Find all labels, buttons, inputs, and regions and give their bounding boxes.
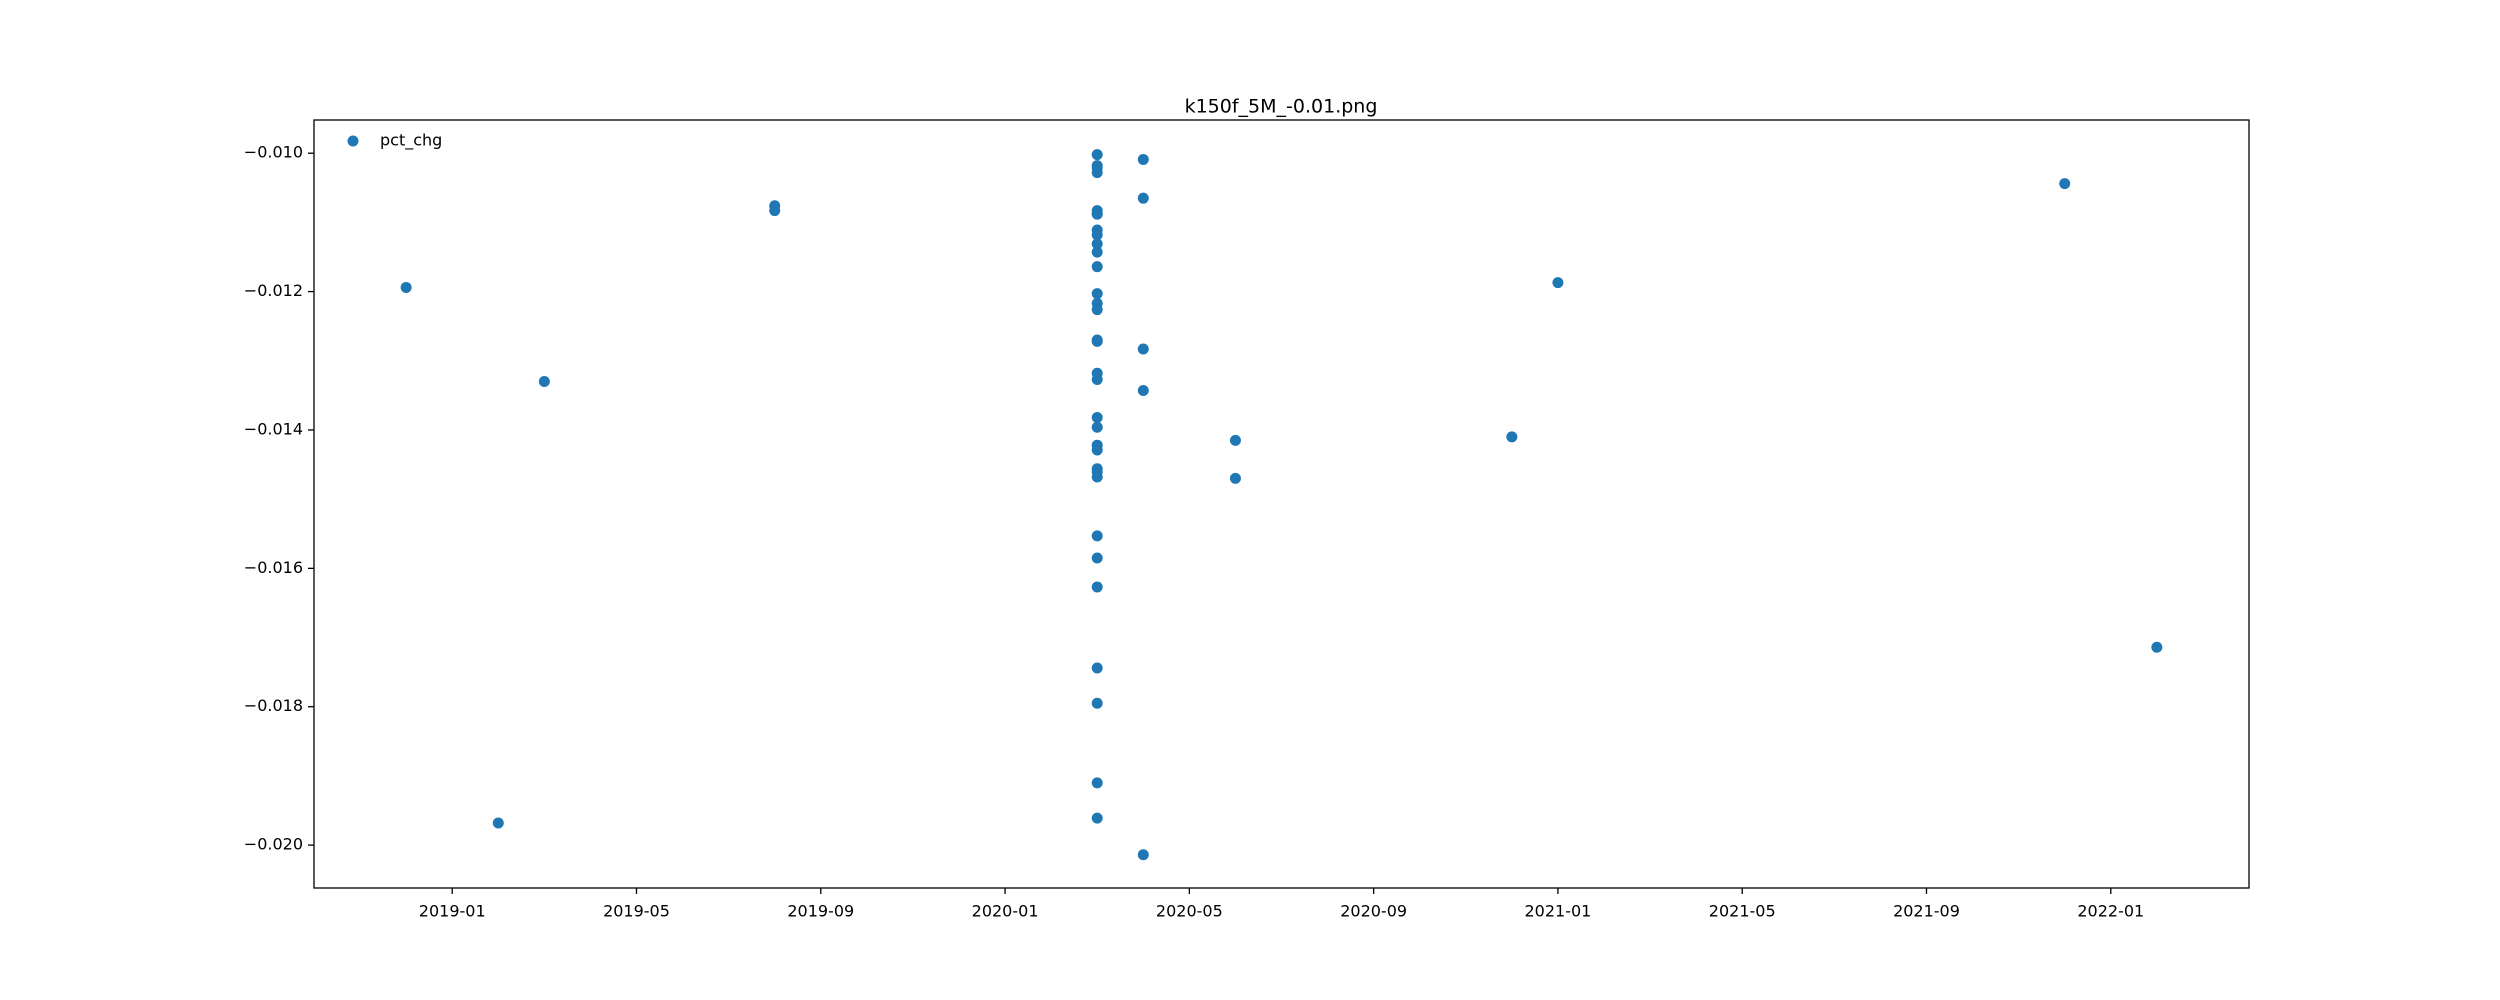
legend-marker: [347, 135, 359, 147]
point: [1091, 812, 1103, 824]
point: [538, 376, 550, 388]
x-tick-label: 2019-09: [787, 902, 854, 921]
point: [2059, 178, 2071, 190]
point: [1506, 431, 1518, 443]
point: [1137, 192, 1149, 204]
y-tick-label: −0.018: [244, 696, 303, 715]
y-tick-label: −0.016: [244, 558, 303, 577]
x-tick-label: 2020-05: [1156, 902, 1223, 921]
point: [1091, 471, 1103, 483]
point: [1091, 530, 1103, 542]
x-tick-label: 2020-01: [972, 902, 1039, 921]
legend-label: pct_chg: [380, 131, 442, 151]
point: [1091, 697, 1103, 709]
x-tick-label: 2021-09: [1893, 902, 1960, 921]
point: [1091, 662, 1103, 674]
x-tick-label: 2021-01: [1524, 902, 1591, 921]
x-tick-label: 2022-01: [2077, 902, 2144, 921]
point: [1091, 167, 1103, 179]
x-tick-label: 2019-05: [603, 902, 670, 921]
point: [1229, 472, 1241, 484]
x-tick-label: 2020-09: [1340, 902, 1407, 921]
point: [1091, 444, 1103, 456]
point: [1091, 261, 1103, 273]
point: [1091, 208, 1103, 220]
y-tick-label: −0.020: [244, 835, 303, 854]
point: [1091, 288, 1103, 300]
point: [1091, 373, 1103, 385]
point: [1137, 153, 1149, 165]
chart-title: k150f_5M_-0.01.png: [1185, 96, 1378, 118]
point: [1091, 421, 1103, 433]
point: [1091, 412, 1103, 424]
point: [1091, 238, 1103, 250]
point: [1091, 463, 1103, 475]
x-tick-label: 2021-05: [1709, 902, 1776, 921]
y-tick-label: −0.014: [244, 419, 303, 438]
point: [2151, 641, 2163, 653]
point: [400, 281, 412, 293]
point: [1091, 229, 1103, 241]
point: [1091, 777, 1103, 789]
point: [769, 205, 781, 217]
point: [1137, 343, 1149, 355]
point: [1091, 246, 1103, 258]
point: [492, 817, 504, 829]
point: [1091, 335, 1103, 347]
point: [1091, 304, 1103, 316]
x-tick-label: 2019-01: [419, 902, 486, 921]
point: [1091, 149, 1103, 161]
point: [1091, 581, 1103, 593]
point: [1091, 552, 1103, 564]
plot-frame: [313, 119, 2250, 889]
point: [1137, 849, 1149, 861]
point: [1229, 434, 1241, 446]
point: [1552, 277, 1564, 289]
y-tick-label: −0.012: [244, 281, 303, 300]
point: [1137, 385, 1149, 397]
y-tick-label: −0.010: [244, 143, 303, 162]
